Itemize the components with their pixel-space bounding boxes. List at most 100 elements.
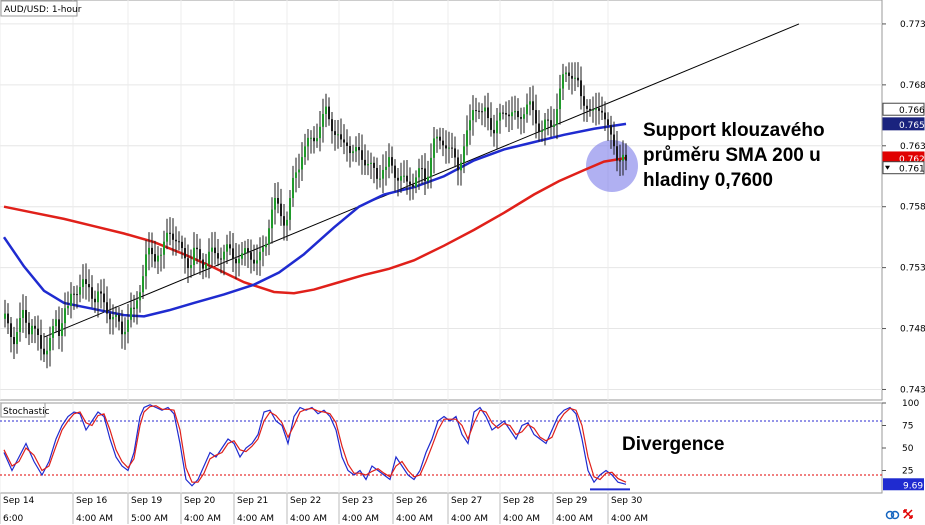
candle-body [316,138,318,142]
candle-body [88,284,90,288]
candle-body [451,147,453,149]
stochastic-value-box [883,478,924,491]
candle-body [244,248,246,254]
candle-body [373,162,375,168]
candle-body [472,110,474,121]
candle-body [295,172,297,178]
candle-body [16,332,18,345]
candle-body [247,248,249,253]
candle-body [187,258,189,269]
stochastic-lines [3,404,630,491]
candle-body [409,181,411,185]
price-candles [4,62,627,369]
candle-body [358,147,360,151]
y-tick-label: 0.7537 [900,264,925,274]
candle-body [598,108,600,111]
candle-body [163,241,165,255]
candle-body [145,254,147,277]
y-tick-label: 0.7487 [900,325,925,335]
candle-body [130,307,132,320]
candle-body [313,137,315,142]
candle-body [85,279,87,285]
candle-body [376,167,378,179]
candle-body [79,287,81,295]
candle-body [331,119,333,132]
candle-body [181,241,183,249]
candle-body [40,335,42,349]
y-tick-label: 0.7687 [900,81,925,91]
candle-body [388,157,390,167]
candle-body [70,293,72,307]
candle-body [22,309,24,318]
candle-body [496,120,498,134]
candle-body [361,150,363,160]
candle-body [19,317,21,333]
candle-body [499,112,501,121]
x-date-label: Sep 22 [290,496,321,506]
candle-body [217,253,219,259]
candle-body [49,337,51,351]
x-time-label: 4:00 AM [556,514,593,524]
price-grid [0,0,882,400]
x-time-label: 4:00 AM [184,514,221,524]
candle-body [118,314,120,322]
candle-body [475,110,477,112]
candle-body [349,145,351,154]
candle-body [142,276,144,293]
candle-body [172,233,174,240]
candle-body [280,203,282,217]
candle-body [307,137,309,147]
candle-body [397,177,399,181]
candle-body [430,157,432,177]
candle-body [610,125,612,135]
candle-body [436,136,438,139]
candle-body [550,120,552,127]
candle-body [556,109,558,125]
candle-body [505,112,507,115]
y-tick-label: 0.7437 [900,385,925,395]
price-label-box [882,102,925,116]
candle-body [589,108,591,111]
candle-body [439,136,441,141]
candle-body [133,307,135,309]
x-time-label: 5:00 AM [131,514,168,524]
candle-body [460,162,462,171]
candle-body [250,252,252,260]
link-icon[interactable] [885,510,900,520]
price-label: 0.7667 [899,106,925,116]
y-tick-label: 0.7737 [900,20,925,30]
price-label-box [882,117,925,131]
candle-body [559,88,561,110]
candle-body [457,157,459,171]
candle-body [37,328,39,336]
price-label-box [882,161,925,175]
stochastic-pane [0,402,883,494]
candle-body [286,219,288,226]
candle-body [619,160,621,162]
candle-body [580,80,582,97]
candle-body [532,101,534,111]
candle-body [211,247,213,252]
x-date-label: Sep 19 [131,496,163,506]
y-tick-label: 0.7637 [900,142,925,152]
candle-body [190,265,192,269]
y-tick-label: 100 [902,399,919,409]
candle-body [433,138,435,158]
candle-body [208,251,210,264]
x-time-label: 4:00 AM [237,514,274,524]
candle-body [370,162,372,164]
candle-body [469,120,471,131]
x-date-label: Sep 27 [451,496,482,506]
candle-body [403,175,405,177]
candle-body [199,249,201,260]
candle-body [334,131,336,135]
candle-body [289,198,291,220]
candle-body [178,241,180,243]
candle-body [382,169,384,179]
candle-body [364,159,366,166]
candle-body [544,119,546,131]
candle-body [511,112,513,117]
candle-body [28,322,30,335]
expand-arrows-icon[interactable] [903,509,913,519]
x-time-label: 4:00 AM [290,514,327,524]
